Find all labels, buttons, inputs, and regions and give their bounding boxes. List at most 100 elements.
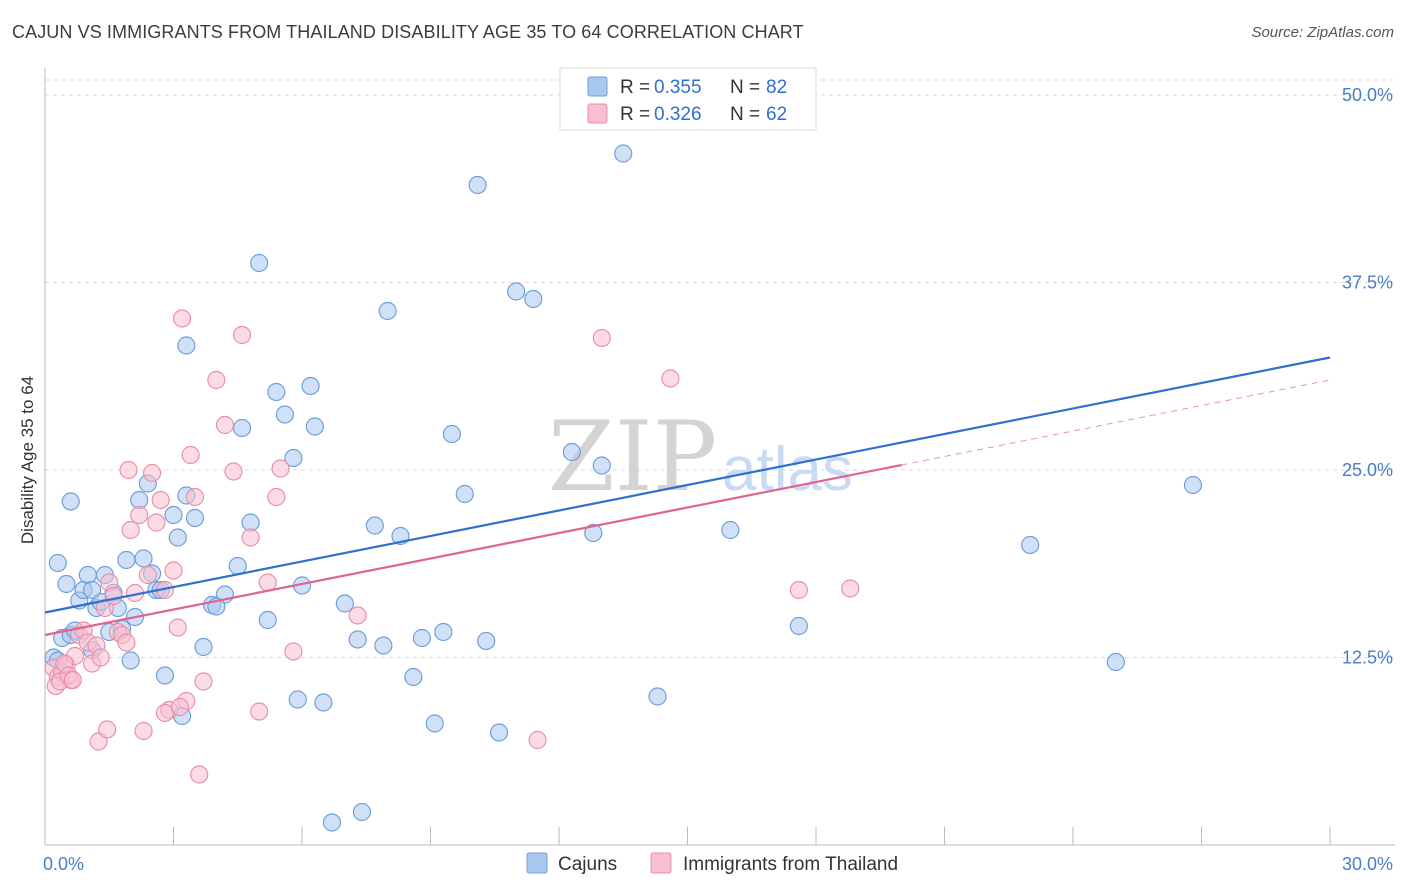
- data-point: [134, 549, 153, 568]
- data-point: [185, 487, 205, 507]
- data-point: [1183, 475, 1203, 495]
- bottom-legend: Cajuns Immigrants from Thailand: [526, 852, 898, 875]
- data-point: [151, 490, 170, 510]
- data-point: [562, 442, 581, 462]
- data-point: [348, 606, 367, 625]
- data-point: [348, 630, 367, 649]
- y-tick-labels: 12.5% 25.0% 37.5% 50.0%: [1342, 85, 1393, 668]
- data-point: [314, 693, 333, 712]
- source-credit: Source: ZipAtlas.com: [1251, 24, 1394, 41]
- data-point: [267, 382, 286, 402]
- data-point: [164, 505, 183, 525]
- data-point: [190, 765, 209, 784]
- trend-lines: [44, 356, 1331, 637]
- legend-r-label: R =: [620, 104, 650, 125]
- data-point: [301, 376, 320, 396]
- data-point: [412, 628, 432, 648]
- data-point: [121, 520, 140, 540]
- data-point: [104, 586, 123, 606]
- legend: R = 0.355 N = 82 R = 0.326 N = 62: [559, 67, 817, 131]
- trend-line-thailand: [44, 463, 902, 637]
- y-tick-label: 12.5%: [1342, 648, 1393, 668]
- data-point: [168, 528, 187, 547]
- data-point: [477, 631, 496, 651]
- data-point: [489, 723, 509, 742]
- legend-r-value: 0.326: [654, 104, 702, 125]
- bottom-legend-label: Cajuns: [558, 854, 617, 875]
- data-point: [48, 553, 67, 573]
- data-point: [147, 513, 166, 532]
- series-thailand: [44, 309, 860, 784]
- watermark-atlas: atlas: [722, 435, 853, 504]
- data-point: [267, 487, 286, 507]
- data-point: [61, 492, 80, 511]
- data-point: [661, 369, 680, 388]
- data-point: [434, 622, 453, 642]
- legend-n-value: 62: [766, 104, 787, 125]
- data-point: [468, 175, 487, 195]
- data-point: [789, 616, 808, 636]
- data-point: [365, 516, 384, 535]
- data-point: [425, 714, 444, 733]
- data-point: [288, 690, 307, 709]
- data-point: [121, 651, 140, 670]
- data-point: [215, 415, 234, 435]
- data-point: [614, 144, 633, 163]
- data-point: [224, 462, 243, 481]
- data-point: [374, 636, 393, 655]
- data-point: [322, 813, 342, 832]
- data-point: [404, 667, 423, 687]
- data-point: [352, 802, 372, 822]
- legend-n-value: 82: [766, 77, 787, 98]
- data-point: [164, 561, 183, 580]
- bottom-legend-swatch-thailand: [650, 852, 672, 874]
- y-tick-label: 50.0%: [1342, 85, 1393, 105]
- data-point: [1021, 535, 1040, 555]
- gridlines: [45, 79, 1395, 658]
- x-tick-label: 30.0%: [1342, 854, 1393, 874]
- data-point: [335, 594, 354, 613]
- data-point: [83, 580, 102, 600]
- data-point: [119, 460, 138, 480]
- data-point: [592, 328, 611, 348]
- data-point: [57, 574, 76, 594]
- data-point: [507, 282, 526, 301]
- data-point: [284, 642, 303, 661]
- data-point: [98, 720, 117, 739]
- data-point: [138, 565, 157, 585]
- watermark: ZIP atlas: [548, 401, 853, 513]
- data-points: [44, 144, 1203, 832]
- data-point: [170, 697, 190, 717]
- data-point: [1106, 652, 1125, 672]
- data-point: [250, 253, 269, 273]
- trend-line-cajuns: [44, 356, 1331, 614]
- data-point: [207, 370, 226, 390]
- data-point: [78, 565, 97, 585]
- data-point: [455, 484, 474, 504]
- legend-r-label: R =: [620, 77, 650, 98]
- data-point: [841, 579, 860, 598]
- data-point: [271, 459, 290, 478]
- data-point: [194, 637, 213, 657]
- x-tick-label: 0.0%: [43, 854, 84, 874]
- data-point: [284, 448, 303, 468]
- data-point: [91, 648, 110, 667]
- trend-line-thailand-extension: [901, 379, 1331, 466]
- data-point: [789, 580, 808, 600]
- data-point: [168, 618, 187, 637]
- data-point: [63, 670, 82, 690]
- bottom-legend-swatch-cajuns: [526, 852, 548, 874]
- data-point: [117, 550, 136, 570]
- chart-title: CAJUN VS IMMIGRANTS FROM THAILAND DISABI…: [12, 22, 804, 42]
- data-point: [185, 508, 205, 528]
- data-point: [155, 666, 175, 685]
- data-point: [232, 325, 252, 345]
- legend-n-label: N =: [730, 77, 760, 98]
- axes: [44, 68, 1395, 846]
- data-point: [142, 463, 162, 483]
- data-point: [275, 405, 294, 424]
- data-point: [378, 301, 397, 321]
- data-point: [134, 721, 153, 741]
- data-point: [584, 523, 603, 543]
